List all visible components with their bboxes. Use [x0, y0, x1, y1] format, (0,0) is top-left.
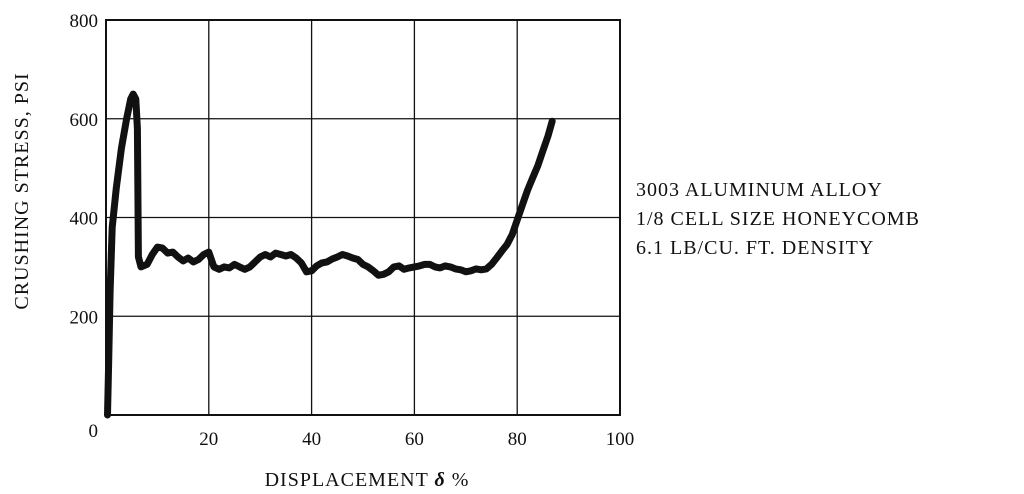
annotation-line-cell-size: 1/8 CELL SIZE HONEYCOMB: [636, 208, 920, 230]
y-tick-label: 400: [70, 209, 99, 230]
x-tick-label: 20: [199, 429, 218, 450]
stress-displacement-curve: [104, 90, 556, 419]
annotation-line-density: 6.1 LB/CU. FT. DENSITY: [636, 237, 874, 259]
x-tick-label: 0: [89, 421, 99, 442]
x-tick-label: 100: [606, 429, 635, 450]
x-tick-label: 80: [508, 429, 527, 450]
y-tick-label: 800: [70, 11, 99, 32]
plot-frame: [105, 19, 621, 416]
x-axis-label: DISPLACEMENT δ %: [265, 469, 470, 491]
y-tick-label: 600: [70, 110, 99, 131]
y-axis-label: CRUSHING STRESS, PSI: [11, 72, 33, 309]
y-tick-label: 200: [70, 307, 99, 328]
delta-symbol: δ: [434, 469, 445, 491]
x-axis-label-unit: %: [446, 469, 470, 491]
annotation-block: 3003 ALUMINUM ALLOY 1/8 CELL SIZE HONEYC…: [636, 179, 920, 259]
x-tick-label: 40: [302, 429, 321, 450]
x-tick-label: 60: [405, 429, 424, 450]
grid-lines: [106, 20, 620, 415]
annotation-line-alloy: 3003 ALUMINUM ALLOY: [636, 179, 883, 201]
x-axis-label-text: DISPLACEMENT: [265, 469, 435, 491]
tick-labels: 0 20 40 60 80 100 200 400 600 800: [70, 11, 635, 450]
